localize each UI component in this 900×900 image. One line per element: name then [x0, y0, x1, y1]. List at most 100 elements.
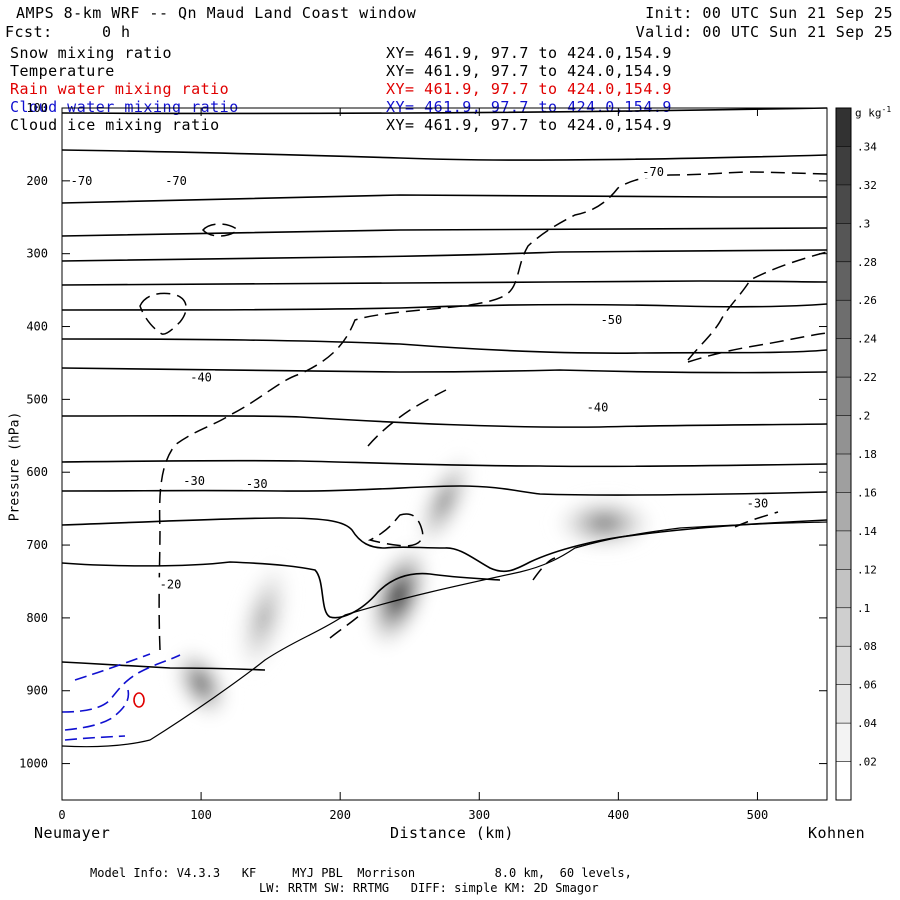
y-tick-label: 600 — [26, 465, 48, 479]
model-info: Model Info: V4.3.3 KF MYJ PBL Morrison 8… — [90, 866, 632, 880]
temperature-label-bg — [242, 476, 271, 490]
colorbar-swatch — [836, 146, 851, 185]
isotherm-line — [61, 107, 828, 115]
snow-maximum — [409, 445, 480, 557]
snow-mixing-ratio-shading — [166, 445, 662, 726]
snow-maximum — [166, 641, 236, 726]
colorbar-label: .34 — [857, 140, 877, 153]
x-axis-title: Distance (km) — [390, 824, 514, 842]
colorbar-label: .08 — [857, 640, 877, 653]
temperature-label: -70 — [642, 165, 664, 179]
y-axis-title: Pressure (hPa) — [7, 411, 23, 522]
field-name-snow: Snow mixing ratio — [10, 44, 173, 62]
temperature-contours — [61, 107, 828, 671]
colorbar-swatch — [836, 184, 851, 224]
rain-contour — [133, 692, 145, 708]
init-time: Init: 00 UTC Sun 21 Sep 25 — [645, 4, 893, 22]
temperature-label-bg — [583, 400, 612, 414]
snow-contour-line — [367, 389, 447, 447]
field-xy-snow: XY= 461.9, 97.7 to 424.0,154.9 — [386, 44, 672, 62]
x-tick-label: 500 — [747, 808, 769, 822]
field-name-temperature: Temperature — [10, 62, 115, 80]
temperature-label: -30 — [183, 474, 205, 488]
colorbar: .02 .04 .06 .08 .1 .12 .14 .16 .18 .2 .22 .24 .26 .28… — [835, 107, 877, 801]
snow-contour-line — [329, 614, 361, 639]
colorbar-swatch — [836, 261, 851, 301]
colorbar-label: .26 — [857, 294, 877, 307]
snow-contours — [139, 171, 828, 651]
isotherm-line — [61, 414, 828, 428]
isotherm-line — [61, 485, 828, 496]
axes: 0 100 200 300 400 500 100 200 300 400 500 600 700 800… — [19, 101, 827, 822]
isotherm-line — [61, 517, 828, 573]
snow-maximum — [547, 490, 662, 557]
isotherm-line — [61, 338, 828, 354]
isotherm-line — [61, 459, 828, 468]
temperature-label: -40 — [587, 400, 609, 414]
colorbar-label: .2 — [857, 410, 870, 423]
x-tick-label: 400 — [608, 808, 630, 822]
field-name-cloud-ice: Cloud ice mixing ratio — [10, 116, 220, 134]
temperature-labels: -70 -70 -70 -50 -40 -40 -30 -30 -30 -20 — [67, 165, 772, 591]
colorbar-label: .18 — [857, 448, 877, 461]
colorbar-label: .28 — [857, 256, 877, 269]
cloud-water-contour-line — [74, 653, 151, 681]
right-endpoint-label: Kohnen — [808, 824, 866, 842]
y-tick-label: 400 — [26, 320, 48, 334]
temperature-label: -20 — [160, 577, 182, 591]
isotherm-line — [61, 367, 828, 374]
forecast-value: 0 h — [102, 23, 131, 41]
colorbar-label: .02 — [857, 756, 877, 769]
colorbar-unit-base: g kg — [855, 106, 882, 120]
snow-contour-line — [367, 513, 424, 547]
isotherm-line — [61, 149, 828, 161]
cloud-water-contours — [61, 653, 181, 741]
forecast-label: Fcst: — [5, 23, 53, 41]
isotherm-line — [61, 561, 501, 619]
colorbar-swatch — [836, 223, 851, 262]
isotherm-line — [61, 661, 266, 671]
colorbar-swatch — [836, 300, 851, 339]
snow-contour-line — [202, 223, 240, 237]
temperature-label: -30 — [246, 477, 268, 491]
field-name-cloud-water: Cloud water mixing ratio — [10, 98, 239, 116]
y-tick-label: 200 — [26, 174, 48, 188]
field-name-rain: Rain water mixing ratio — [10, 80, 230, 98]
y-tick-label: 800 — [26, 611, 48, 625]
isotherm-line — [61, 280, 828, 286]
y-tick-label: 300 — [26, 247, 48, 261]
y-tick-label: 1000 — [19, 757, 48, 771]
colorbar-unit-exponent: -1 — [881, 105, 892, 114]
isotherm-line — [61, 303, 828, 311]
isotherm-line — [61, 227, 828, 237]
cloud-water-contour-line — [64, 689, 130, 731]
colorbar-label: .32 — [857, 179, 877, 192]
temperature-label: -70 — [165, 174, 187, 188]
colorbar-label: .22 — [857, 371, 877, 384]
colorbar-label: .04 — [857, 717, 877, 730]
colorbar-swatch — [836, 530, 851, 570]
colorbar-swatch — [836, 454, 851, 493]
cloud-water-contour-line — [64, 735, 126, 741]
plot-frame — [61, 107, 828, 801]
colorbar-swatch — [836, 415, 851, 454]
colorbar-unit: g kg-1 — [855, 103, 891, 120]
temperature-label: -70 — [71, 174, 93, 188]
colorbar-label: .3 — [857, 217, 870, 230]
snow-contour-line — [687, 251, 828, 361]
y-tick-label: 500 — [26, 392, 48, 406]
colorbar-label: .1 — [857, 602, 870, 615]
temperature-label-bg — [180, 473, 209, 487]
colorbar-swatch — [836, 723, 851, 762]
isotherm-line — [61, 249, 828, 262]
snow-contour-line — [687, 332, 828, 363]
colorbar-label: .06 — [857, 679, 877, 692]
colorbar-swatch — [836, 569, 851, 608]
colorbar-label: .14 — [857, 525, 877, 538]
temperature-label: -30 — [747, 497, 769, 511]
x-tick-label: 200 — [329, 808, 351, 822]
x-tick-label: 300 — [468, 808, 490, 822]
terrain-outline — [61, 521, 828, 748]
colorbar-label: .24 — [857, 333, 877, 346]
